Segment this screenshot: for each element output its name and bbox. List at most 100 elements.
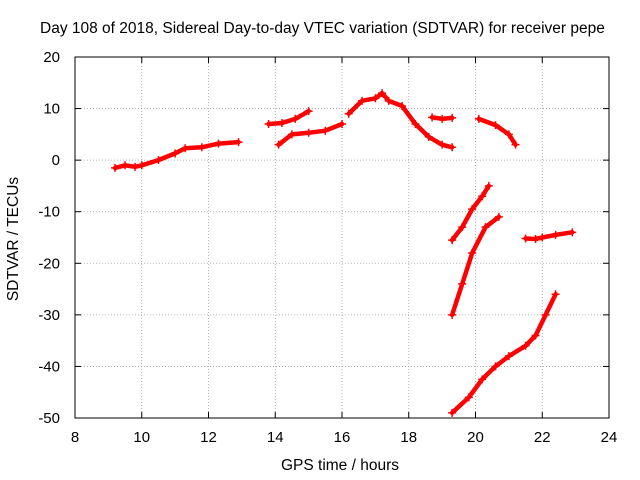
- data-series: [428, 113, 457, 123]
- y-tick-label: 0: [52, 152, 60, 169]
- data-point: [371, 94, 380, 103]
- data-point: [481, 223, 490, 232]
- data-point: [358, 96, 367, 105]
- grid: [75, 57, 609, 418]
- data-point: [494, 212, 503, 221]
- data-point: [181, 144, 190, 153]
- data-point: [531, 235, 540, 244]
- data-point: [468, 248, 477, 257]
- data-point: [398, 101, 407, 110]
- data-point: [338, 120, 346, 129]
- series-trace: [266, 108, 311, 127]
- data-point: [448, 408, 457, 417]
- data-point: [448, 113, 457, 122]
- data-point: [287, 130, 296, 139]
- data-point: [458, 279, 467, 288]
- data-series: [521, 228, 577, 244]
- data-point: [464, 393, 473, 402]
- series-trace: [346, 90, 455, 150]
- data-point: [344, 109, 353, 118]
- x-tick-label: 20: [467, 429, 484, 446]
- data-point: [197, 143, 206, 152]
- data-point: [504, 130, 513, 139]
- data-point: [274, 140, 283, 149]
- y-axis-label: SDTVAR / TECUs: [5, 177, 22, 302]
- y-tick-label: -10: [38, 204, 60, 221]
- data-point: [511, 140, 520, 149]
- data-point: [541, 310, 550, 319]
- data-series: [474, 114, 520, 149]
- data-point: [448, 236, 457, 245]
- x-tick-label: 16: [334, 429, 351, 446]
- y-tick-label: 10: [43, 101, 60, 118]
- data-series: [264, 107, 313, 129]
- data-point: [468, 205, 477, 214]
- data-point: [478, 192, 487, 201]
- data-point: [491, 362, 500, 371]
- data-point: [521, 341, 530, 350]
- data-point: [428, 113, 437, 122]
- data-point: [521, 234, 530, 243]
- x-tick-label: 14: [267, 429, 284, 446]
- data-point: [214, 139, 223, 148]
- data-point: [424, 132, 433, 141]
- data-point: [491, 121, 500, 130]
- data-point: [277, 119, 286, 128]
- y-tick-label: -50: [38, 410, 60, 427]
- data-point: [438, 140, 447, 149]
- data-series: [448, 212, 503, 319]
- data-point: [321, 126, 330, 135]
- plot-frame: [74, 56, 610, 419]
- data-point: [484, 181, 493, 190]
- y-tick-label: -20: [38, 255, 60, 272]
- x-tick-label: 24: [601, 429, 618, 446]
- data-point: [438, 114, 447, 123]
- data-point: [478, 375, 487, 384]
- data-point: [264, 120, 273, 129]
- data-point: [154, 156, 163, 165]
- chart-title: Day 108 of 2018, Sidereal Day-to-day VTE…: [40, 20, 605, 37]
- data-series: [448, 181, 493, 245]
- data-point: [448, 310, 457, 319]
- data-series: [344, 89, 457, 152]
- data-point: [234, 138, 243, 147]
- data-point: [531, 331, 540, 340]
- data-point: [291, 114, 300, 123]
- data-series: [111, 138, 243, 172]
- series-group: [111, 89, 577, 417]
- data-point: [378, 89, 387, 98]
- y-tick-label: -40: [38, 358, 60, 375]
- x-tick-label: 10: [133, 429, 150, 446]
- data-point: [121, 161, 130, 170]
- series-trace: [112, 139, 241, 171]
- data-point: [538, 233, 547, 242]
- data-point: [137, 161, 146, 170]
- data-point: [551, 290, 560, 299]
- y-tick-label: 20: [43, 49, 60, 66]
- y-ticks: -50 -40 -30 -20 -10 0 10 20: [38, 49, 609, 427]
- data-point: [171, 149, 180, 158]
- data-point: [384, 96, 393, 105]
- y-tick-label: -30: [38, 307, 60, 324]
- data-point: [551, 230, 560, 239]
- data-point: [568, 228, 577, 237]
- data-point: [504, 352, 513, 361]
- data-point: [458, 223, 467, 232]
- data-point: [304, 107, 313, 116]
- data-point: [411, 120, 420, 129]
- x-tick-label: 18: [400, 429, 417, 446]
- data-point: [131, 162, 140, 171]
- data-point: [448, 143, 457, 152]
- x-tick-label: 8: [71, 429, 79, 446]
- data-point: [111, 163, 120, 172]
- series-trace: [449, 291, 558, 416]
- series-trace: [523, 230, 575, 242]
- x-tick-label: 22: [534, 429, 551, 446]
- x-tick-label: 12: [200, 429, 217, 446]
- data-series: [274, 120, 346, 149]
- data-series: [448, 290, 560, 417]
- data-point: [304, 128, 313, 137]
- x-ticks: 8 10 12 14 16 18 20 22 24: [71, 57, 618, 446]
- series-trace: [476, 116, 518, 147]
